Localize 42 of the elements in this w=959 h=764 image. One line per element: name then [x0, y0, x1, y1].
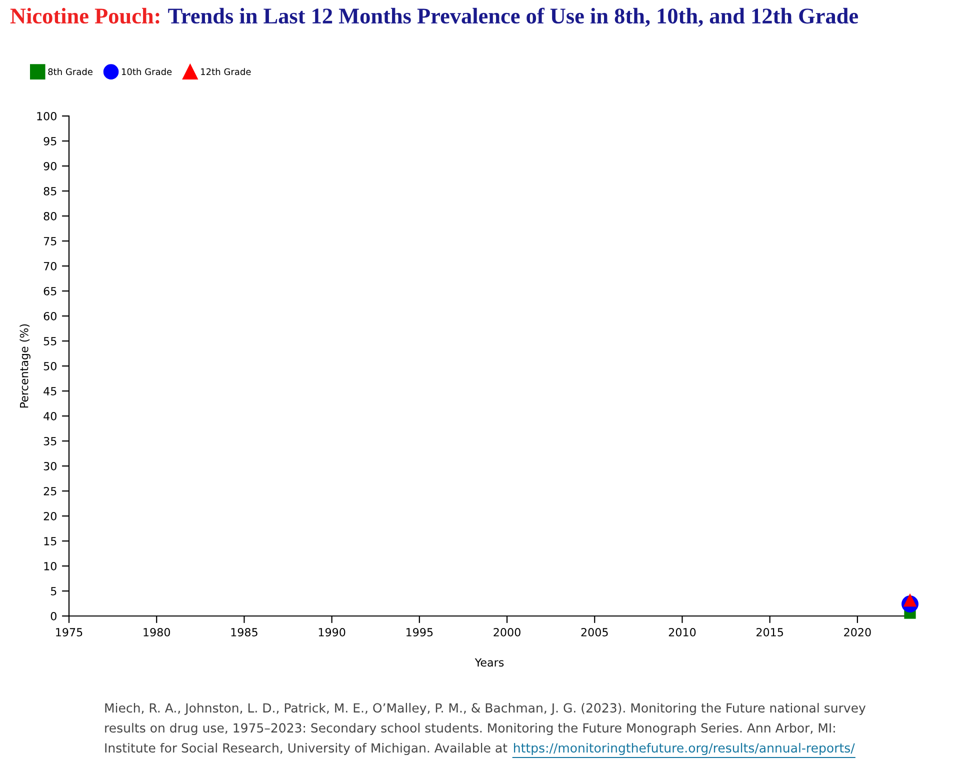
y-tick-label: 35 — [44, 436, 56, 446]
legend-label: 10th Grade — [122, 68, 172, 76]
x-tick-label: 2000 — [494, 628, 520, 636]
legend-label: 12th Grade — [201, 68, 251, 76]
y-tick-label: 10 — [44, 562, 56, 570]
x-tick-label: 1995 — [406, 628, 433, 636]
text: Miech, R. A., Johnston, L. D., Patrick, M. E., O’Malley, P. M., & Bachman, J. G. (2023). Monitoring the Future national survey — [105, 702, 866, 716]
x-tick-label: 2005 — [581, 628, 608, 636]
y-tick-label: 15 — [44, 537, 56, 546]
x-tick-label: 1975 — [56, 628, 82, 636]
y-tick-label: 100 — [37, 112, 56, 120]
y-tick-label: 30 — [44, 462, 56, 470]
y-tick-label: 95 — [44, 136, 56, 146]
x-tick-label: 1980 — [144, 628, 170, 636]
x-axis-title: Years — [474, 658, 504, 667]
text: results on drug use, 1975–2023: Secondary school students. Monitoring the Future Monograph Series. Ann Arbor, MI: — [105, 722, 835, 736]
x-tick-label: 2015 — [756, 628, 783, 636]
y-tick-label: 0 — [50, 612, 56, 620]
y-tick-label: 90 — [44, 162, 56, 170]
x-tick-label: 1990 — [318, 628, 346, 636]
chart-subtitle: Trends in Last 12 Months Prevalence of Use in 8th, 10th, and 12th Grade — [168, 8, 858, 27]
y-tick-label: 50 — [44, 362, 56, 370]
y-axis-title: Percentage (%) — [20, 324, 30, 408]
x-tick-label: 2010 — [668, 628, 696, 636]
y-tick-label: 40 — [44, 412, 56, 420]
x-tick-label: 2020 — [844, 628, 871, 636]
y-tick-label: 85 — [44, 186, 56, 196]
text: Institute for Social Research, University of Michigan. Available at — [105, 742, 508, 756]
y-tick-label: 20 — [44, 512, 56, 520]
y-tick-label: 60 — [44, 312, 56, 320]
y-tick-label: 5 — [50, 587, 56, 596]
y-tick-label: 25 — [44, 486, 56, 496]
y-tick-label: 65 — [44, 286, 56, 296]
y-tick-label: 80 — [44, 212, 56, 220]
legend-label: 8th Grade — [48, 68, 92, 76]
y-tick-label: 75 — [44, 237, 56, 246]
x-tick-label: 1985 — [231, 628, 258, 636]
text: https://monitoringthefuture.org/results/annual-reports/ — [514, 742, 855, 756]
y-tick-label: 45 — [44, 387, 56, 396]
y-tick-label: 55 — [44, 337, 56, 346]
chart-title: Nicotine Pouch: — [10, 8, 160, 24]
y-tick-label: 70 — [44, 262, 56, 270]
